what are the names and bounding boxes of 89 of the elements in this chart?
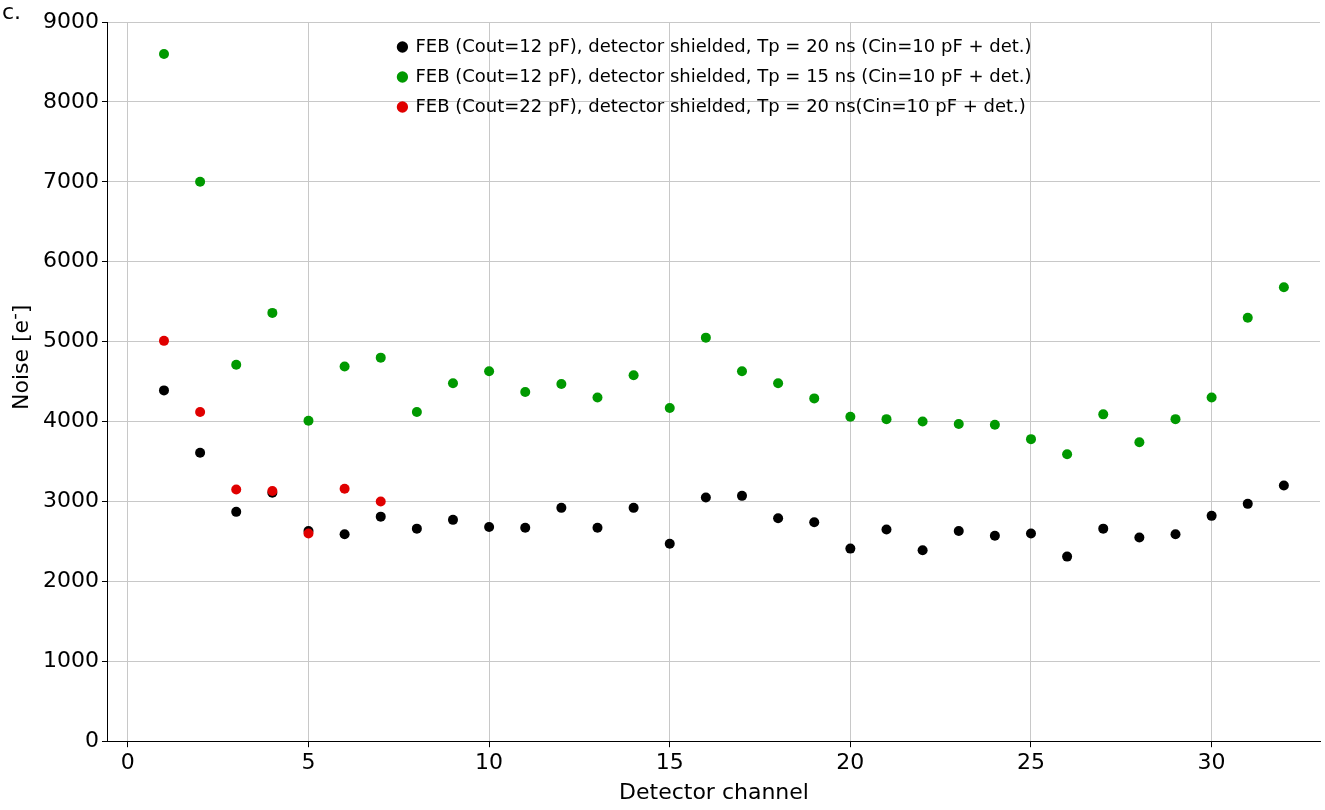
point: [1206, 510, 1217, 521]
point: [592, 392, 603, 403]
point: [809, 517, 820, 528]
legend-label: FEB (Cout=22 pF), detector shielded, Tp = 20 ns(Cin=10 pF + det.): [415, 94, 1026, 116]
point: [917, 545, 928, 556]
y-tick-label: 3000: [42, 487, 99, 513]
point: [375, 352, 386, 363]
point: [664, 538, 675, 549]
x-tick-label: 30: [1197, 749, 1226, 775]
point: [411, 523, 422, 534]
point: [1062, 449, 1073, 460]
point: [953, 526, 964, 537]
point: [375, 496, 386, 507]
y-tick-label: 0: [84, 726, 99, 752]
point: [1062, 551, 1073, 562]
point: [556, 379, 567, 389]
point: [267, 307, 278, 318]
point: [773, 513, 784, 524]
point: [1206, 392, 1217, 403]
point: [1278, 480, 1289, 491]
point: [158, 385, 169, 396]
point: [989, 419, 1000, 430]
point: [1170, 414, 1181, 425]
y-tick-label: 4000: [42, 407, 99, 433]
y-tick-label: 8000: [42, 87, 99, 113]
point: [809, 393, 820, 404]
point: [1134, 437, 1145, 448]
point: [447, 378, 458, 389]
y-tick-label: 7000: [42, 167, 99, 193]
point: [447, 514, 458, 525]
point: [195, 176, 206, 187]
point: [375, 511, 386, 522]
point: [484, 522, 495, 533]
point: [231, 506, 242, 517]
point: [773, 378, 784, 389]
point: [1134, 532, 1145, 543]
point: [520, 522, 531, 533]
point: [1242, 312, 1253, 323]
point: [917, 416, 928, 427]
point: [1026, 434, 1036, 445]
y-tick-label: 9000: [42, 7, 99, 33]
point: [339, 529, 350, 540]
legend-label: FEB (Cout=12 pF), detector shielded, Tp = 15 ns (Cin=10 pF + det.): [415, 64, 1032, 86]
point: [1026, 528, 1036, 539]
x-tick-label: 0: [120, 749, 135, 775]
point: [736, 490, 747, 501]
point: [628, 502, 639, 513]
point: [628, 370, 639, 381]
y-tick-label: 1000: [42, 647, 99, 673]
point: [158, 48, 169, 59]
point: [1278, 282, 1289, 293]
y-tick-label: 6000: [42, 247, 99, 273]
x-tick-label: 20: [836, 749, 865, 775]
point: [1098, 523, 1109, 534]
point: [195, 406, 206, 417]
x-axis-title: Detector channel: [619, 778, 809, 804]
point: [664, 402, 675, 413]
point: [592, 522, 603, 533]
point: [1170, 529, 1181, 540]
point: [339, 361, 350, 372]
point: [339, 483, 350, 494]
point: [845, 543, 856, 554]
point: [484, 366, 495, 377]
point: [953, 418, 964, 429]
point: [700, 332, 711, 343]
point: [195, 447, 206, 458]
y-tick-label: 5000: [42, 327, 99, 353]
point: [845, 411, 856, 422]
point: [231, 484, 242, 495]
point: [303, 415, 314, 426]
x-tick-label: 5: [301, 749, 316, 775]
x-tick-label: 15: [655, 749, 684, 775]
x-tick-label: 10: [475, 749, 504, 775]
point: [411, 406, 422, 417]
point: [1242, 498, 1253, 509]
point: [736, 366, 747, 377]
point: [520, 386, 531, 397]
x-tick-label: 25: [1017, 749, 1045, 775]
point: [881, 524, 892, 535]
point: [158, 335, 169, 346]
y-tick-label: 2000: [42, 567, 99, 593]
point: [989, 530, 1000, 541]
legend-label: FEB (Cout=12 pF), detector shielded, Tp = 20 ns (Cin=10 pF + det.): [415, 34, 1032, 56]
point: [881, 414, 892, 425]
point: [556, 502, 567, 513]
point: [1098, 409, 1109, 420]
point: [231, 359, 242, 370]
point: [700, 492, 711, 503]
text: c.: [2, 0, 22, 24]
